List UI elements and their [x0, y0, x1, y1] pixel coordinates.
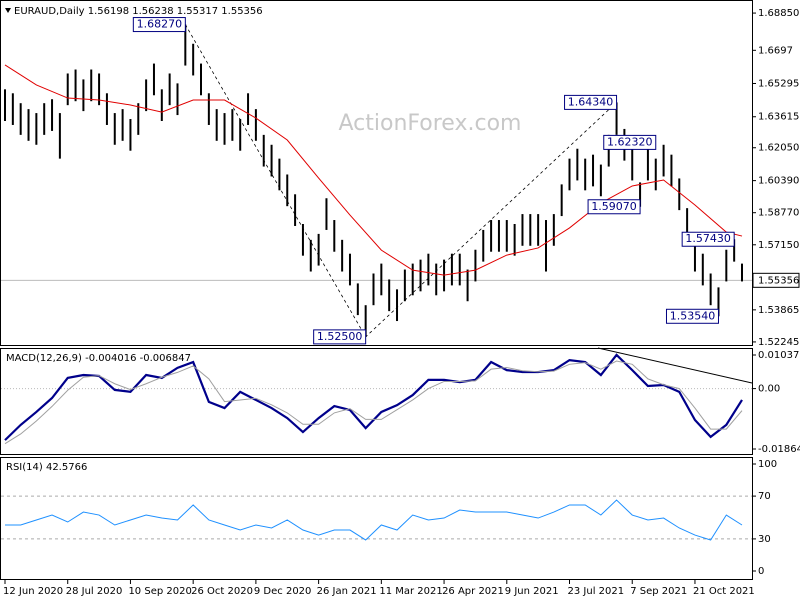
level-box — [132, 17, 186, 33]
level-label: 1.57430 — [685, 232, 731, 245]
x-tick-label: 12 Jun 2020 — [3, 586, 63, 597]
x-tick-label: 26 Apr 2021 — [442, 586, 504, 597]
x-tick-label: 7 Sep 2021 — [630, 586, 687, 597]
level-label: 1.52500 — [317, 330, 363, 343]
y-tick-label: 1.6697 — [758, 45, 793, 56]
level-box — [665, 308, 719, 324]
symbol-icon — [5, 8, 11, 13]
x-tick-label: 26 Oct 2020 — [191, 586, 253, 597]
y-tick-label: 0.010373 — [758, 350, 800, 361]
level-box — [681, 231, 735, 247]
moving-average — [4, 64, 743, 276]
y-tick-label: 30 — [758, 534, 771, 545]
y-tick-label: 1.60390 — [758, 176, 799, 187]
y-tick-label: 1.53865 — [758, 305, 799, 316]
level-box — [587, 199, 641, 215]
level-label: 1.64340 — [568, 95, 614, 108]
level-box — [603, 134, 657, 150]
rsi-title: RSI(14) 42.5766 — [6, 462, 87, 473]
x-tick-label: 10 Sep 2020 — [128, 586, 191, 597]
y-tick-label: -0.018643 — [758, 444, 800, 455]
level-label: 1.59070 — [591, 200, 637, 213]
y-tick-label: 1.57150 — [758, 240, 799, 251]
last-price-box — [752, 272, 800, 288]
level-box — [564, 94, 618, 110]
level-label: 1.68270 — [137, 18, 183, 31]
rsi-panel — [0, 457, 753, 580]
macd-title: MACD(12,26,9) -0.004016 -0.006847 — [6, 353, 191, 364]
y-tick-label: 0.00 — [758, 384, 780, 395]
watermark: ActionForex.com — [339, 111, 522, 136]
x-tick-label: 23 Jul 2021 — [568, 586, 625, 597]
indicator-line — [4, 353, 743, 441]
level-label: 1.53540 — [670, 309, 716, 322]
y-tick-label: 1.65295 — [758, 78, 799, 89]
x-tick-label: 11 Mar 2021 — [379, 586, 442, 597]
y-tick-label: 0 — [758, 566, 764, 577]
last-price-label: 1.55356 — [758, 275, 799, 286]
price-title: EURAUD,Daily 1.56198 1.56238 1.55317 1.5… — [14, 6, 263, 17]
y-tick-label: 1.62050 — [758, 143, 799, 154]
price-panel — [0, 0, 753, 346]
y-tick-label: 1.58770 — [758, 208, 799, 219]
indicator-line — [5, 499, 743, 541]
y-tick-label: 1.63615 — [758, 112, 799, 123]
y-tick-label: 70 — [758, 491, 771, 502]
divergence-line — [597, 347, 753, 384]
x-tick-label: 28 Jul 2020 — [66, 586, 123, 597]
y-tick-label: 1.52245 — [758, 337, 799, 348]
x-tick-label: 21 Oct 2021 — [693, 586, 755, 597]
indicator-line — [4, 360, 743, 445]
x-tick-label: 26 Jan 2021 — [317, 586, 377, 597]
level-box — [313, 329, 367, 345]
y-tick-label: 1.68850 — [758, 8, 799, 19]
x-tick-label: 9 Jun 2021 — [505, 586, 559, 597]
level-label: 1.62320 — [607, 135, 653, 148]
macd-panel — [0, 348, 753, 455]
y-tick-label: 100 — [758, 459, 777, 470]
x-tick-label: 9 Dec 2020 — [254, 586, 312, 597]
